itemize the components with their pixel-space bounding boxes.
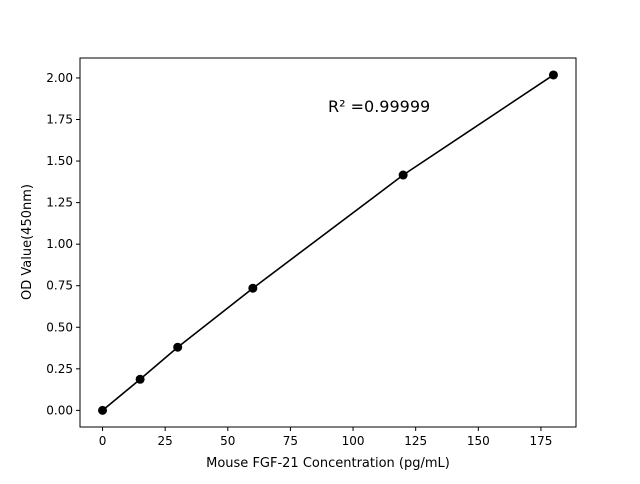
x-tick-label: 150 xyxy=(467,434,490,448)
axes-frame xyxy=(79,57,577,428)
data-point xyxy=(135,374,145,384)
data-point xyxy=(98,405,108,415)
y-tick-label: 1.00 xyxy=(46,237,73,251)
data-point xyxy=(173,342,183,352)
x-tick-label: 125 xyxy=(404,434,427,448)
data-point xyxy=(548,70,558,80)
data-point xyxy=(398,170,408,180)
y-tick-label: 0.00 xyxy=(46,403,73,417)
x-tick-label: 100 xyxy=(342,434,365,448)
x-tick-label: 175 xyxy=(529,434,552,448)
x-tick-label: 50 xyxy=(220,434,235,448)
plot-area: 0 25 50 75 100 125 150 175 0.00 0.25 0.50 0.75 1.00 1… xyxy=(46,57,577,448)
y-tick-label: 1.75 xyxy=(46,113,73,127)
x-tick-label: 0 xyxy=(99,434,107,448)
x-tick-label: 75 xyxy=(283,434,298,448)
y-tick-label: 0.75 xyxy=(46,279,73,293)
data-point xyxy=(248,283,258,293)
r-squared-annotation: R² =0.99999 xyxy=(328,97,430,116)
y-axis-label: OD Value(450nm) xyxy=(20,184,35,300)
x-tick-label: 25 xyxy=(158,434,173,448)
y-tick-label: 1.25 xyxy=(46,196,73,210)
x-axis-label: Mouse FGF-21 Concentration (pg/mL) xyxy=(206,456,450,471)
series-line xyxy=(102,74,554,411)
y-tick-label: 0.50 xyxy=(46,320,73,334)
y-tick-label: 0.25 xyxy=(46,362,73,376)
y-tick-label: 2.00 xyxy=(46,71,73,85)
y-tick-label: 1.50 xyxy=(46,154,73,168)
